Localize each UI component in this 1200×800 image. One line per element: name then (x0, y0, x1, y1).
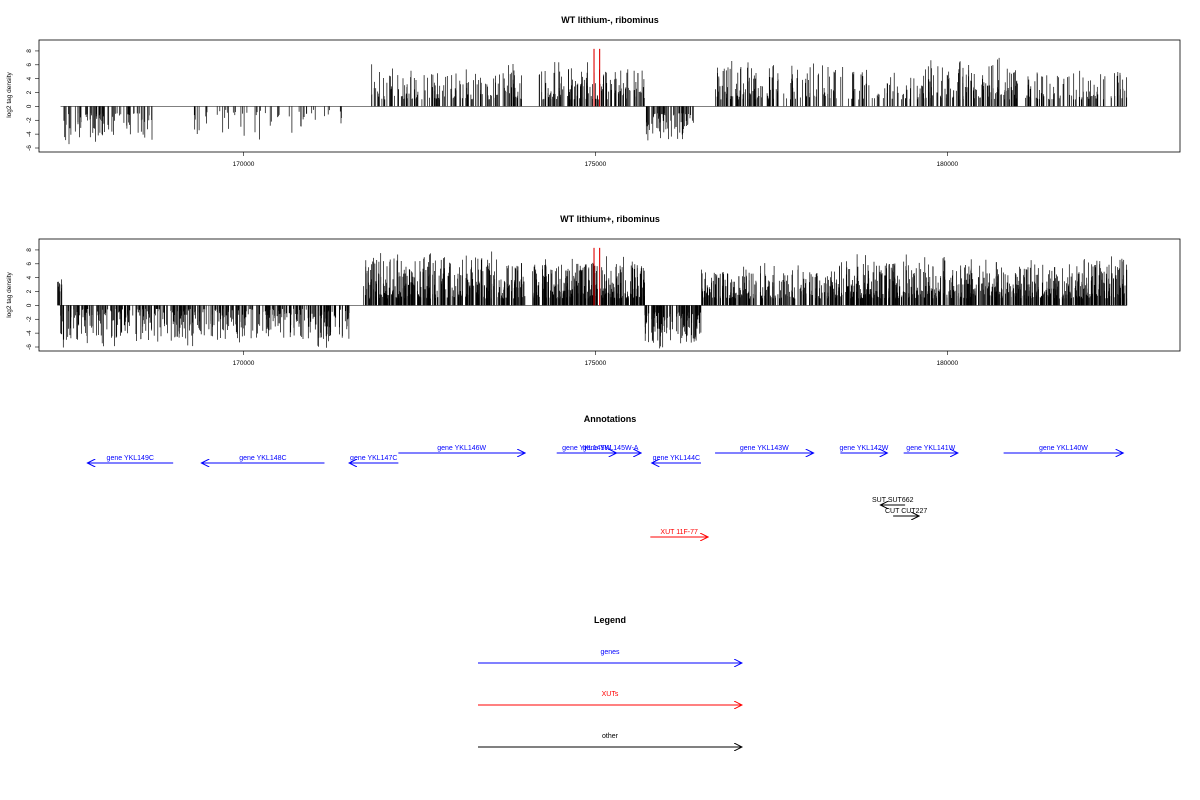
highlight-bars (593, 48, 601, 107)
y-tick-label: -2 (26, 117, 33, 123)
legend-label: genes (600, 649, 620, 656)
track-title: WT lithium-, ribominus (561, 15, 659, 25)
feature-label: gene YKL145W-A (583, 445, 639, 452)
y-tick-label: 4 (26, 275, 33, 279)
x-tick-label: 180000 (936, 161, 958, 168)
feature-gene: gene YKL143W (715, 445, 814, 453)
legend-item-gene: genes (478, 649, 742, 663)
feature-label: gene YKL147C (350, 455, 397, 462)
feature-label: gene YKL149C (107, 455, 154, 462)
y-tick-label: 0 (26, 303, 33, 307)
y-tick-label: 6 (26, 63, 33, 67)
y-tick-label: 2 (26, 289, 33, 293)
y-tick-label: 8 (26, 49, 33, 53)
feature-other: CUT CUT227 (885, 508, 927, 516)
feature-label: gene YKL142W (839, 445, 888, 452)
y-tick-label: 8 (26, 248, 33, 252)
x-tick-label: 170000 (233, 161, 255, 168)
legend-title: Legend (594, 615, 626, 625)
y-tick-label: 6 (26, 262, 33, 266)
track-panel-lithium-plus: WT lithium+, ribominus log2 tag density … (6, 214, 1181, 367)
feature-gene: gene YKL141W (903, 445, 958, 453)
y-tick-label: -6 (26, 344, 33, 350)
feature-label: gene YKL146W (437, 445, 486, 452)
y-axis: -6 -4 -2 0 2 4 6 8 (26, 49, 39, 151)
feature-label: gene YKL143W (740, 445, 789, 452)
x-tick-label: 180000 (936, 360, 958, 367)
legend-label: other (602, 733, 619, 740)
x-tick-label: 170000 (233, 360, 255, 367)
y-tick-label: 4 (26, 76, 33, 80)
density-bars (57, 251, 1128, 349)
feature-label: XUT 11F-77 (660, 529, 698, 536)
feature-gene: gene YKL142W (839, 445, 889, 453)
annotations-panel: Annotations gene YKL149C gene YKL148C gene… (87, 414, 1123, 537)
feature-gene: gene YKL147C (349, 455, 399, 463)
legend-item-other: other (478, 733, 742, 747)
feature-gene: gene YKL145W-A (579, 445, 641, 453)
feature-gene: gene YKL146W (398, 445, 525, 453)
feature-gene: gene YKL149C (87, 455, 174, 463)
feature-label: CUT CUT227 (885, 508, 927, 515)
y-tick-label: 0 (26, 104, 33, 108)
y-tick-label: -6 (26, 145, 33, 151)
feature-label: gene YKL144C (653, 455, 700, 462)
y-tick-label: 2 (26, 90, 33, 94)
density-bars (60, 57, 1128, 145)
plot-frame (38, 238, 1181, 352)
feature-gene: gene YKL144C (652, 455, 701, 463)
feature-label: SUT SUT662 (872, 497, 914, 504)
x-tick-label: 175000 (585, 161, 607, 168)
legend-items: genes XUTs other (478, 649, 742, 747)
y-tick-label: -2 (26, 316, 33, 322)
highlight-bars (593, 247, 601, 306)
track-panel-lithium-minus: WT lithium-, ribominus log2 tag density … (6, 15, 1181, 168)
feature-arrows: gene YKL149C gene YKL148C gene YKL147C gene… (87, 445, 1123, 537)
track-title: WT lithium+, ribominus (560, 214, 660, 224)
x-tick-label: 175000 (585, 360, 607, 367)
legend-item-xut: XUTs (478, 691, 742, 705)
feature-label: gene YKL145W (562, 445, 611, 452)
y-tick-label: -4 (26, 131, 33, 137)
annotations-title: Annotations (584, 414, 637, 424)
y-axis: -6 -4 -2 0 2 4 6 8 (26, 248, 39, 350)
feature-gene: gene YKL140W (1003, 445, 1124, 453)
feature-other: SUT SUT662 (872, 497, 914, 505)
x-axis: 170000 175000 180000 (233, 152, 959, 168)
feature-gene: gene YKL148C (201, 455, 325, 463)
feature-label: gene YKL141W (906, 445, 955, 452)
feature-label: gene YKL148C (239, 455, 286, 462)
feature-xut: XUT 11F-77 (650, 529, 708, 537)
feature-label: gene YKL140W (1039, 445, 1088, 452)
y-axis-label: log2 tag density (6, 271, 13, 317)
legend: Legend genes XUTs other (478, 615, 742, 747)
plot-frame (38, 39, 1181, 153)
y-axis-label: log2 tag density (6, 71, 13, 117)
x-axis: 170000 175000 180000 (233, 351, 959, 367)
legend-label: XUTs (602, 691, 619, 698)
y-tick-label: -4 (26, 330, 33, 336)
